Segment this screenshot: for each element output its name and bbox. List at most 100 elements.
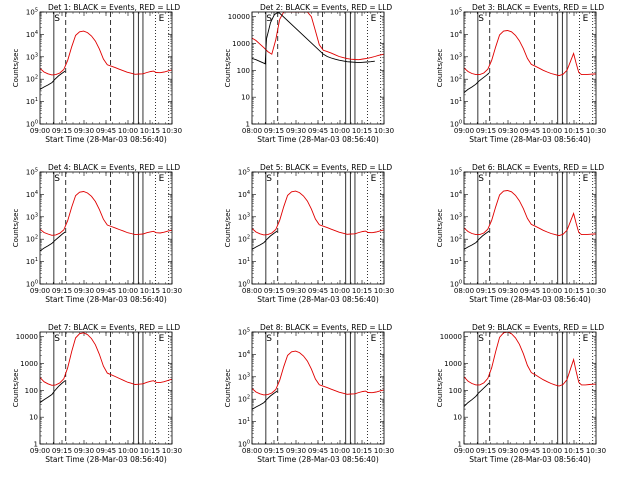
y-tick-label: 104 (238, 190, 250, 199)
x-tick-label: 09:45 (520, 447, 540, 455)
y-tick-label: 100 (238, 280, 250, 289)
marker-label: E (583, 174, 589, 184)
series-line-events (40, 380, 66, 403)
plot-frame (251, 11, 385, 125)
marker-label: S (266, 334, 272, 344)
y-tick-label: 105 (450, 168, 462, 177)
x-tick-label: 09:30 (74, 287, 94, 295)
y-tick-label: 105 (238, 168, 250, 177)
x-tick-label: 09:15 (264, 447, 284, 455)
y-tick-label: 100 (450, 280, 462, 289)
marker-label: E (583, 334, 589, 344)
marker-label: E (371, 14, 377, 24)
series-line-lld (464, 190, 596, 237)
series-line-lld (40, 191, 172, 236)
y-tick-label: 104 (238, 350, 250, 359)
x-tick-label: 09:30 (498, 127, 518, 135)
marker-label: E (583, 14, 589, 24)
x-tick-label: 10:00 (330, 447, 350, 455)
x-axis-label: Start Time (28-Mar-03 08:56:40) (469, 455, 591, 464)
y-tick-label: 103 (450, 52, 462, 61)
x-tick-label: 10:30 (586, 127, 606, 135)
x-tick-label: 09:15 (264, 127, 284, 135)
marker-label: S (54, 334, 60, 344)
x-tick-label: 10:15 (564, 127, 584, 135)
panel-det-1: Det 1: BLACK = Events, RED = LLD 100 101 10… (12, 3, 182, 144)
series-line-lld (40, 332, 172, 386)
y-tick-label: 100 (26, 120, 38, 129)
x-tick-label: 10:15 (352, 127, 372, 135)
panel-title: Det 5: BLACK = Events, RED = LLD (260, 163, 392, 172)
marker-label: E (159, 174, 165, 184)
y-tick-label: 105 (26, 168, 38, 177)
y-tick-label: 105 (238, 328, 250, 337)
x-tick-label: 09:15 (476, 287, 496, 295)
x-tick-label: 09:45 (520, 127, 540, 135)
y-tick-label: 103 (26, 52, 38, 61)
x-tick-label: 10:00 (118, 127, 138, 135)
panel-det-2: Det 2: BLACK = Events, RED = LLD 1 10 100 10… (224, 3, 394, 144)
y-tick-label: 1000 (20, 360, 38, 368)
x-tick-label: 09:15 (52, 287, 72, 295)
y-tick-label: 100 (238, 440, 250, 449)
x-tick-label: 10:00 (330, 287, 350, 295)
marker-label: E (371, 174, 377, 184)
y-tick-label: 100 (450, 120, 462, 129)
y-tick-label: 102 (26, 235, 38, 244)
marker-label: S (54, 174, 60, 184)
x-tick-label: 09:30 (498, 447, 518, 455)
marker-label: S (478, 334, 484, 344)
y-tick-label: 1 (34, 441, 38, 449)
panel-title: Det 9: BLACK = Events, RED = LLD (472, 323, 604, 332)
panel-det-4: Det 4: BLACK = Events, RED = LLD 100 101 10… (12, 163, 182, 304)
x-axis-label: Start Time (28-Mar-03 08:56:40) (257, 455, 379, 464)
marker-label: E (159, 334, 165, 344)
series-line-events (464, 382, 490, 407)
series-line-events (40, 231, 66, 252)
plot-frame (463, 171, 597, 285)
y-axis-label: Counts/sec (224, 49, 232, 88)
y-axis-label: Counts/sec (12, 209, 20, 248)
panel-det-8: Det 8: BLACK = Events, RED = LLD 100 101 10… (224, 323, 394, 464)
plot-frame (251, 331, 385, 445)
y-axis-label: Counts/sec (224, 209, 232, 248)
panel-det-7: Det 7: BLACK = Events, RED = LLD 1 10 100 10… (12, 323, 182, 464)
x-tick-label: 10:00 (542, 287, 562, 295)
x-tick-label: 10:30 (586, 447, 606, 455)
x-tick-label: 10:30 (586, 287, 606, 295)
x-tick-label: 09:45 (308, 287, 328, 295)
y-axis-label: Counts/sec (436, 209, 444, 248)
marker-label: S (266, 14, 272, 24)
x-axis-label: Start Time (28-Mar-03 08:56:40) (45, 455, 167, 464)
marker-label: S (478, 174, 484, 184)
x-tick-label: 09:30 (286, 447, 306, 455)
series-line-lld (252, 350, 384, 396)
x-tick-label: 09:30 (286, 287, 306, 295)
y-tick-label: 1000 (232, 40, 250, 48)
panel-det-6: Det 6: BLACK = Events, RED = LLD 100 101 10… (436, 163, 606, 304)
plot-frame (39, 331, 173, 445)
series-line-events (252, 390, 278, 410)
y-tick-label: 103 (238, 372, 250, 381)
y-axis-label: Counts/sec (436, 49, 444, 88)
plot-frame (463, 11, 597, 125)
x-tick-label: 10:15 (564, 447, 584, 455)
panel-title: Det 6: BLACK = Events, RED = LLD (472, 163, 604, 172)
y-tick-label: 103 (26, 212, 38, 221)
y-tick-label: 1000 (444, 360, 462, 368)
y-tick-label: 10000 (16, 333, 38, 341)
x-tick-label: 09:15 (52, 447, 72, 455)
x-tick-label: 09:30 (74, 447, 94, 455)
y-tick-label: 104 (26, 190, 38, 199)
y-tick-label: 10 (453, 414, 462, 422)
y-tick-label: 105 (26, 8, 38, 17)
x-tick-label: 09:45 (96, 127, 116, 135)
x-tick-label: 09:00 (30, 287, 50, 295)
series-line-lld (464, 30, 596, 77)
y-tick-label: 1 (246, 121, 250, 129)
series-line-events (40, 70, 66, 90)
x-tick-label: 10:00 (542, 447, 562, 455)
y-tick-label: 104 (26, 30, 38, 39)
y-tick-label: 1 (458, 441, 462, 449)
